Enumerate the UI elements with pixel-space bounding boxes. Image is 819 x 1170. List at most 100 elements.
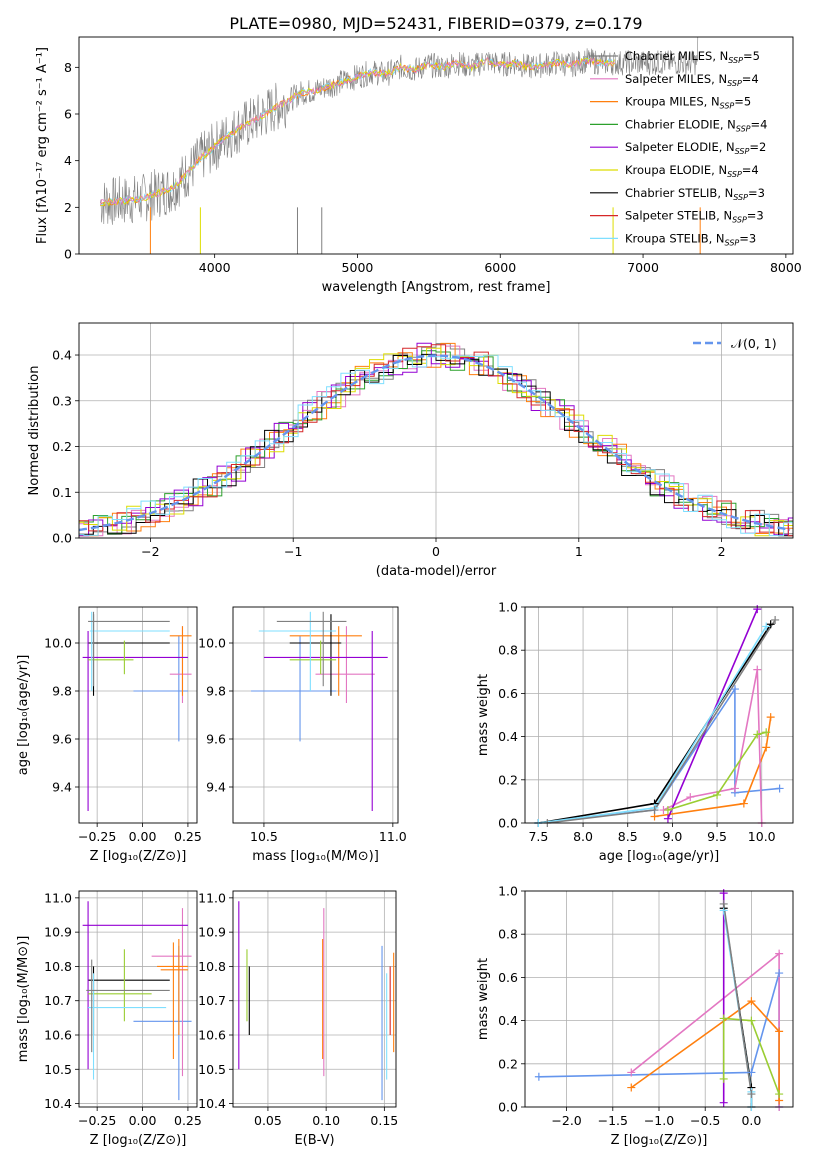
y-tick-label: 0.0: [498, 816, 518, 831]
y-tick-label: 11.0: [198, 890, 226, 905]
weight-line: [538, 625, 767, 823]
weight-marker: [719, 1074, 728, 1083]
weight-marker: [753, 730, 762, 739]
y-tick-label: 10.9: [198, 925, 226, 940]
y-tick-label: 10.7: [198, 993, 226, 1008]
x-tick-label: 9.0: [662, 829, 682, 844]
plot-area-mass_vs_EBV: [238, 901, 395, 1101]
axes-frame: [78, 890, 198, 1108]
y-tick-label: 10.6: [44, 1028, 72, 1043]
x-tick-label: 0.10: [312, 1113, 340, 1128]
panel-residuals: −2 −1 0 1 2 0.0 0.1 0.2 0.3 0.4 (data-model)/error…: [27, 322, 794, 579]
y-tick-label: 9.8: [52, 684, 72, 699]
weight-marker: [753, 605, 762, 614]
legend-subscript: SSP: [720, 102, 735, 111]
x-tick-label: 5000: [342, 260, 374, 275]
legend-text: Kroupa STELIB, N: [625, 231, 725, 245]
y-tick-label: 6: [64, 107, 72, 122]
legend-entry: Chabrier MILES, NSSP=5: [625, 49, 760, 65]
legend-entry: Kroupa ELODIE, NSSP=4: [625, 163, 759, 179]
weight-marker: [775, 784, 784, 793]
y-tick-label: 0.1: [52, 485, 72, 500]
plot-area-mass_vs_Z: [82, 901, 192, 1101]
y-axis-label: mass [log₁₀(M/M⊙)]: [16, 936, 31, 1063]
y-tick-label: 0.0: [52, 531, 72, 546]
y-tick-label: 10.5: [198, 1062, 226, 1077]
weight-line: [663, 669, 763, 823]
legend-subscript: SSP: [732, 216, 747, 225]
legend-text: Chabrier ELODIE, N: [625, 117, 736, 131]
weight-marker: [747, 1068, 756, 1077]
legend-entry: Salpeter STELIB, NSSP=3: [625, 209, 764, 225]
legend-entry: Salpeter ELODIE, NSSP=2: [625, 140, 766, 156]
y-tick-label: 10.8: [44, 959, 72, 974]
gaussian-curve: [79, 354, 791, 532]
weight-marker: [650, 806, 659, 815]
y-axis-label: mass weight: [476, 958, 491, 1040]
x-tick-label: 8000: [770, 260, 802, 275]
x-tick-label: 4000: [199, 260, 231, 275]
y-axis-label: mass weight: [476, 674, 491, 756]
x-tick-label: 9.5: [707, 829, 727, 844]
y-tick-label: 9.4: [206, 780, 226, 795]
y-tick-label: 9.6: [52, 732, 72, 747]
weight-marker: [534, 1072, 543, 1081]
x-tick-label: 0.25: [174, 1113, 202, 1128]
weight-marker: [730, 784, 739, 793]
weight-line: [667, 731, 767, 811]
x-axis-label: E(B-V): [294, 1133, 334, 1148]
axes-frame: [524, 890, 794, 1108]
y-tick-label: 8: [64, 60, 72, 75]
y-tick-label: 0.3: [52, 393, 72, 408]
x-tick-label: 0.00: [129, 829, 157, 844]
y-tick-label: 0.0: [498, 1100, 518, 1115]
residual-histogram: [79, 344, 793, 537]
axes-frame: [78, 606, 198, 824]
legend-subscript: SSP: [727, 170, 742, 179]
legend-subscript: SSP: [725, 238, 740, 247]
y-tick-label: 11.0: [44, 890, 72, 905]
panel-age_vs_Z: −0.25 0.00 0.25 9.4 9.6 9.8 10.0 Z [log₁₀(Z/Z⊙)…: [16, 606, 202, 864]
legend-entry: 𝒩(0, 1): [731, 336, 777, 351]
weight-marker: [762, 743, 771, 752]
legend-text: Kroupa ELODIE, N: [625, 163, 727, 177]
weight-marker: [775, 1090, 784, 1099]
weight-marker: [747, 1016, 756, 1025]
weight-marker: [753, 665, 762, 674]
weight-line: [630, 1000, 780, 1101]
weight-marker: [730, 685, 739, 694]
x-axis-label: wavelength [Angstrom, rest frame]: [322, 280, 551, 295]
legend-tail: =4: [742, 163, 759, 177]
weight-marker: [627, 1068, 636, 1077]
weight-marker: [719, 1098, 728, 1107]
weight-marker: [739, 799, 748, 808]
weight-marker: [775, 969, 784, 978]
x-tick-label: 0.05: [254, 1113, 282, 1128]
y-axis-label: age [log₁₀(age/yr)]: [16, 655, 31, 776]
x-axis-label: mass [log₁₀(M/M⊙)]: [252, 849, 379, 864]
y-tick-label: 10.7: [44, 993, 72, 1008]
y-tick-label: 9.4: [52, 780, 72, 795]
y-axis-label: Flux [fλ10⁻¹⁷ erg cm⁻² s⁻¹ A⁻¹]: [35, 47, 50, 244]
weight-line: [654, 717, 772, 818]
weight-line: [722, 903, 753, 1095]
legend-text: Chabrier STELIB, N: [625, 186, 733, 200]
residual-histogram: [79, 347, 793, 537]
weight-marker: [771, 615, 780, 624]
legend-tail: =4: [742, 72, 759, 86]
x-tick-label: −2.0: [551, 1113, 581, 1128]
axes-frame: [78, 322, 794, 539]
legend-subscript: SSP: [727, 79, 742, 88]
panel-mass_vs_EBV: 0.05 0.10 0.15 10.4 10.5 10.6 10.7 10.8 10.9 11.0…: [198, 890, 398, 1148]
x-tick-label: 0.15: [370, 1113, 398, 1128]
plot-area-age_vs_mass: [251, 611, 388, 811]
y-tick-label: 0.8: [498, 643, 518, 658]
x-tick-label: −1.5: [598, 1113, 628, 1128]
weight-marker: [766, 620, 775, 629]
y-tick-label: 10.6: [198, 1028, 226, 1043]
weight-marker: [719, 899, 728, 908]
weight-marker: [775, 1027, 784, 1036]
axes-frame: [78, 36, 794, 255]
